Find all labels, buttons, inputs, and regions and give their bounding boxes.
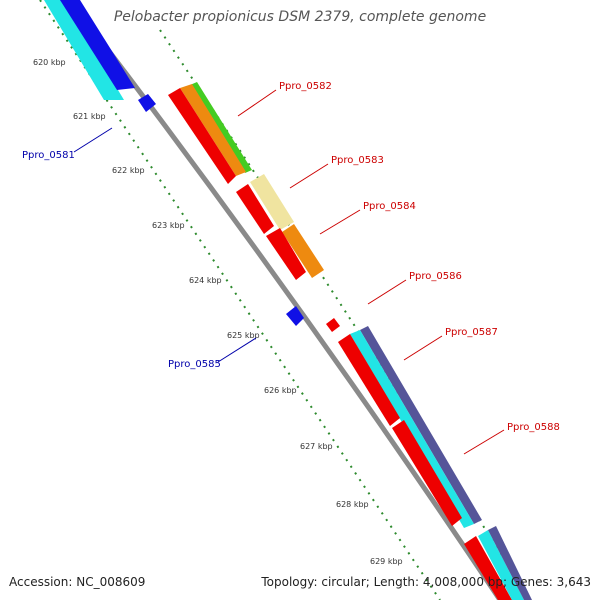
- leader-lines: [73, 89, 505, 455]
- kbp-label: 629 kbp: [370, 557, 403, 566]
- gene-ppro-0582-orange[interactable]: [180, 84, 246, 176]
- kbp-label: 622 kbp: [112, 166, 145, 175]
- gene-label-ppro-0583[interactable]: Ppro_0583: [331, 155, 384, 166]
- kbp-label: 621 kbp: [73, 112, 106, 121]
- kbp-label: 626 kbp: [264, 386, 297, 395]
- gene-label-ppro-0582[interactable]: Ppro_0582: [279, 81, 332, 92]
- gene-label-ppro-0587[interactable]: Ppro_0587: [445, 327, 498, 338]
- gene-label-ppro-0585[interactable]: Ppro_0585: [168, 359, 221, 370]
- kbp-label: 627 kbp: [300, 442, 333, 451]
- kbp-label: 628 kbp: [336, 500, 369, 509]
- kbp-label: 620 kbp: [33, 58, 66, 67]
- genome-backbone: [68, 0, 503, 600]
- gene-ppro-0585[interactable]: [286, 306, 304, 326]
- gene-ppro-0587-purple[interactable]: [360, 326, 482, 524]
- gene-ppro-0584-red[interactable]: [266, 228, 306, 280]
- gene-bottom-cyan[interactable]: [478, 530, 524, 600]
- kbp-label: 624 kbp: [189, 276, 222, 285]
- gene-ppro-0583-yellow[interactable]: [250, 174, 294, 230]
- gene-ppro-0587-red[interactable]: [338, 334, 400, 426]
- gene-bottom-red[interactable]: [464, 536, 512, 600]
- gene-ppro-0586[interactable]: [326, 318, 340, 332]
- genome-title: Pelobacter propionicus DSM 2379, complet…: [113, 9, 487, 25]
- kbp-label: 623 kbp: [152, 221, 185, 230]
- gene-labels: Ppro_0581 Ppro_0582 Ppro_0583 Ppro_0584 …: [22, 81, 560, 433]
- gene-label-ppro-0588[interactable]: Ppro_0588: [507, 422, 560, 433]
- gene-ppro-0583-red[interactable]: [236, 184, 274, 234]
- gene-top-cyan[interactable]: [44, 0, 124, 100]
- genome-summary: Topology: circular; Length: 4,008,000 bp…: [261, 575, 591, 589]
- gene-ppro-0582-red[interactable]: [168, 88, 236, 184]
- inner-tick-track: [39, 0, 441, 600]
- kbp-labels: 620 kbp 621 kbp 622 kbp 623 kbp 624 kbp …: [33, 58, 403, 566]
- gene-ppro-0588-red[interactable]: [392, 420, 462, 526]
- gene-label-ppro-0581[interactable]: Ppro_0581: [22, 150, 75, 161]
- gene-top-blue[interactable]: [60, 0, 135, 90]
- gene-ppro-0581[interactable]: [138, 94, 156, 112]
- gene-ppro-0584-orange[interactable]: [282, 224, 324, 278]
- accession-label: Accession: NC_008609: [9, 575, 146, 589]
- gene-ppro-0587-cyan[interactable]: [350, 330, 474, 528]
- gene-ppro-0582-green[interactable]: [190, 82, 252, 173]
- gene-label-ppro-0584[interactable]: Ppro_0584: [363, 201, 416, 212]
- gene-label-ppro-0586[interactable]: Ppro_0586: [409, 271, 462, 282]
- kbp-label: 625 kbp: [227, 331, 260, 340]
- gene-bottom-purple[interactable]: [488, 526, 532, 600]
